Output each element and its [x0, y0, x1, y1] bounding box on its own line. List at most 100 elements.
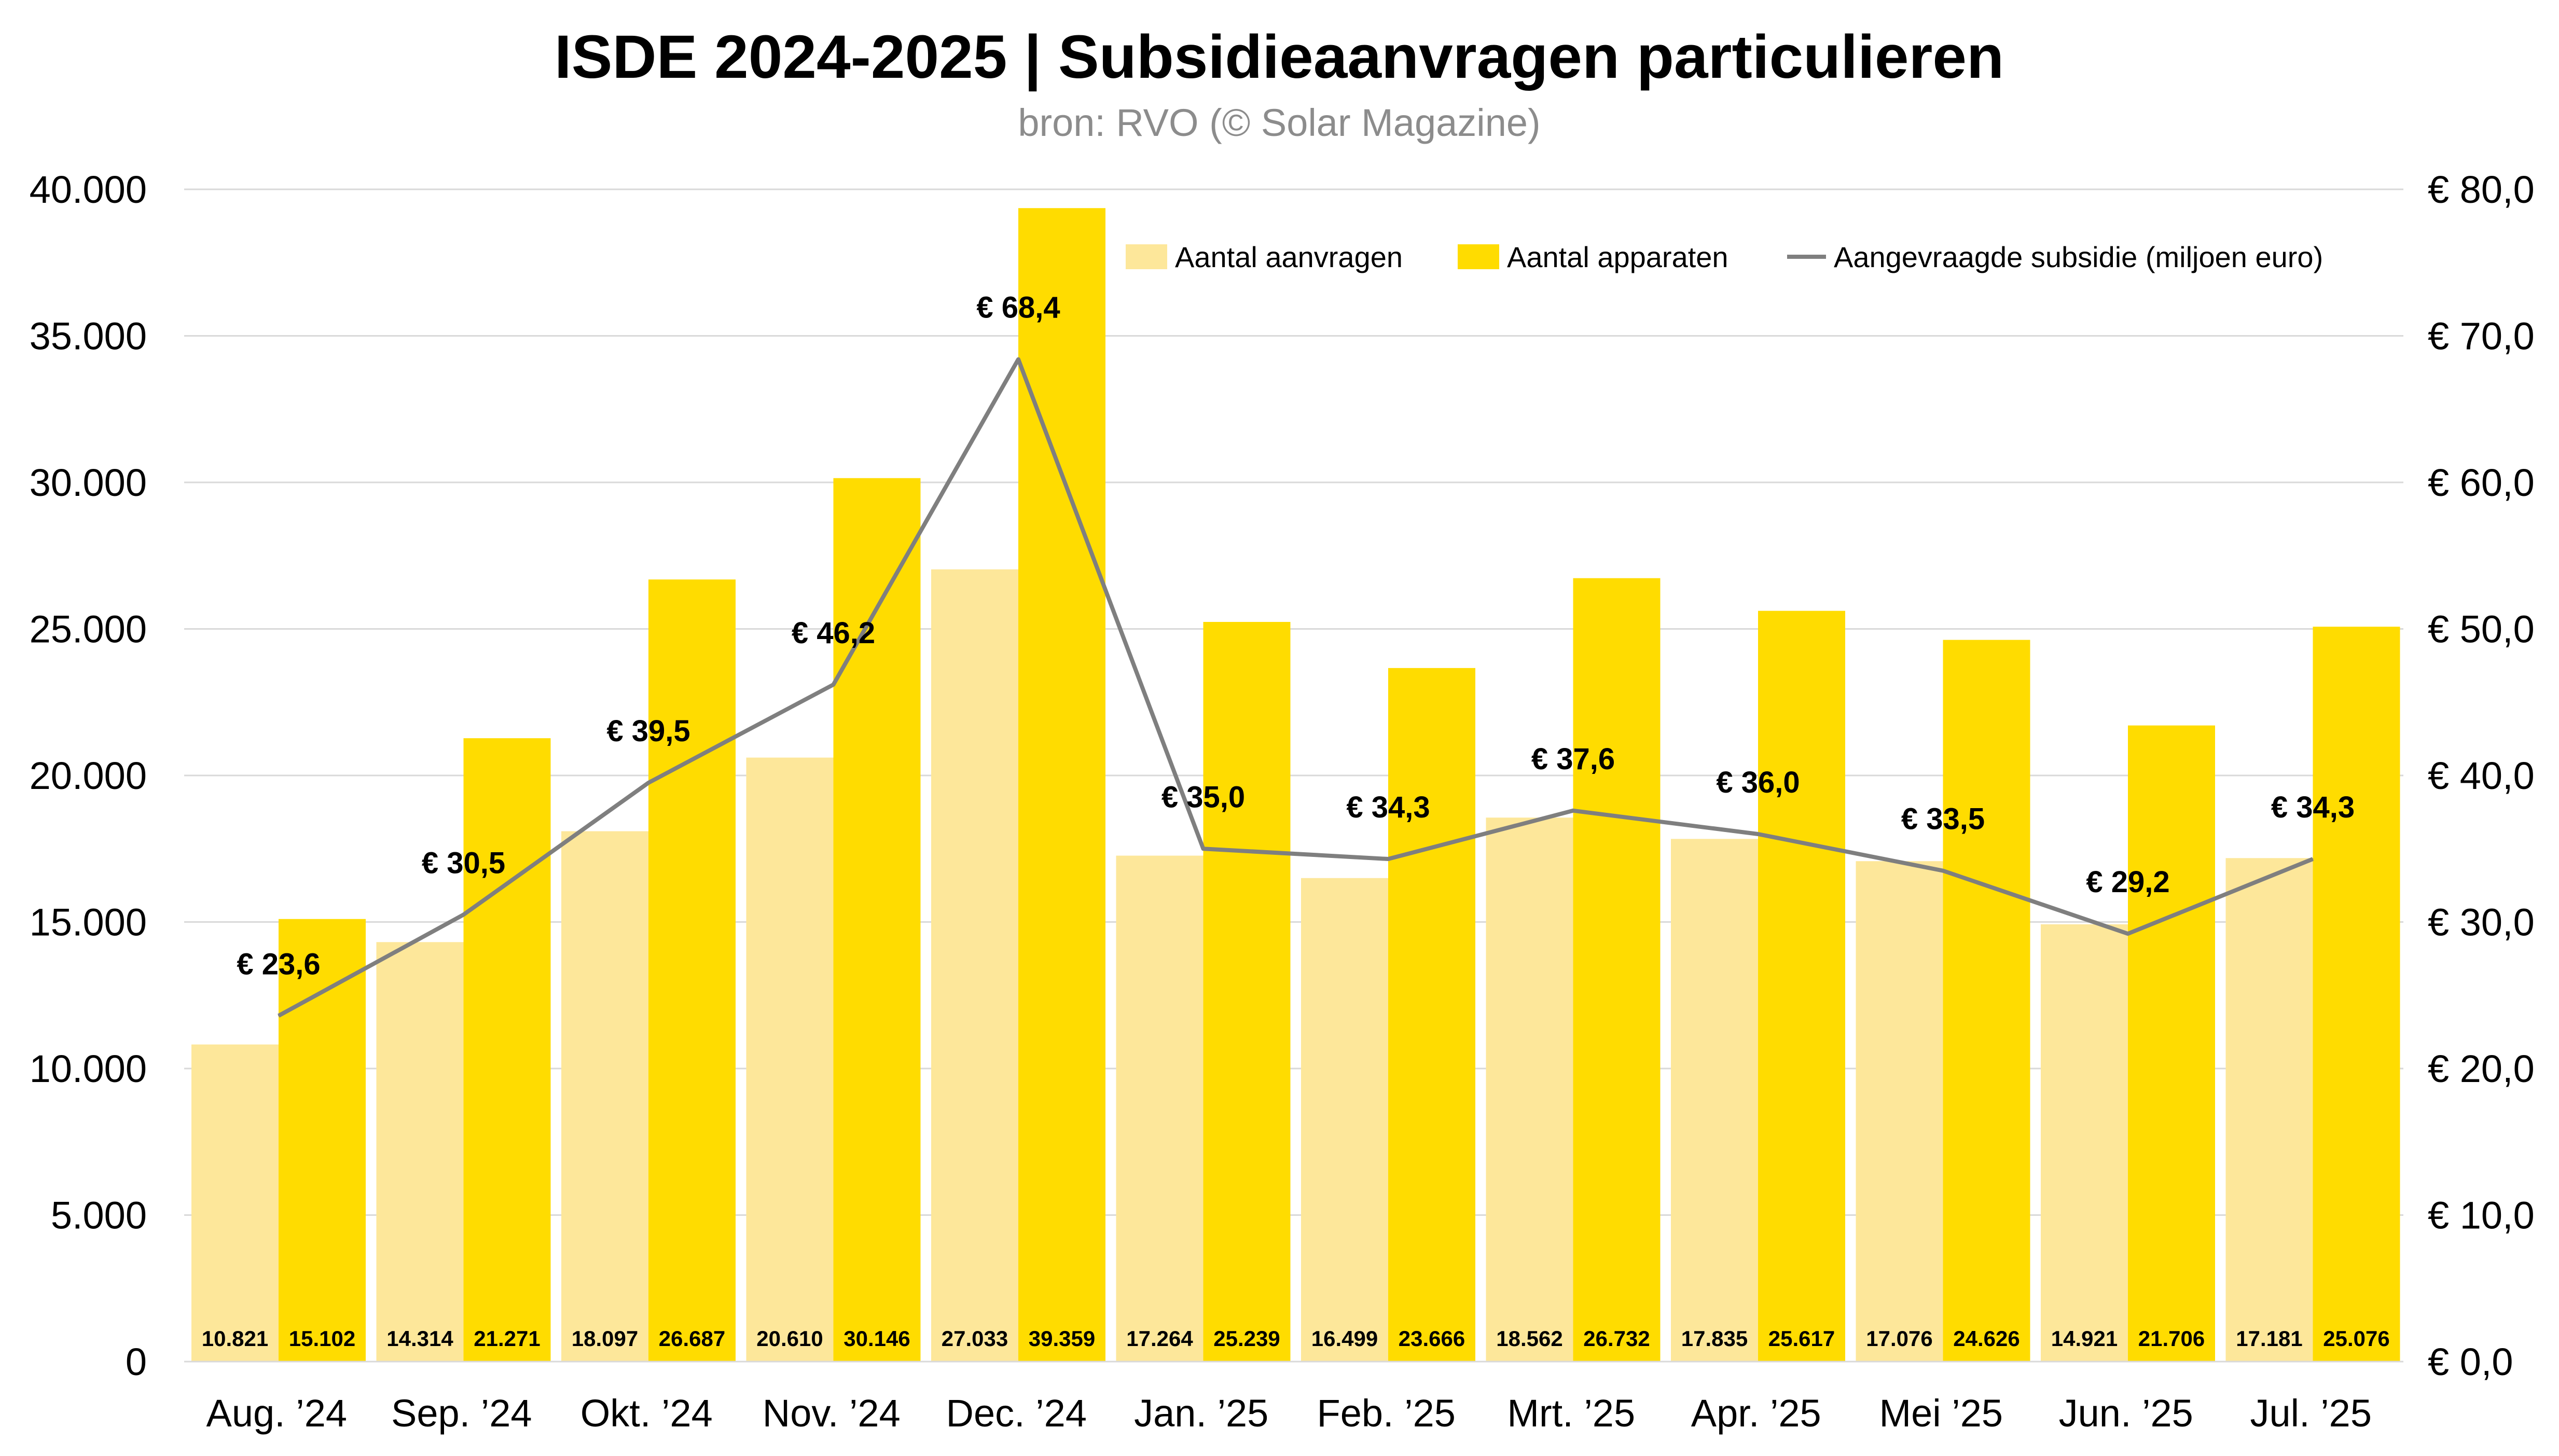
- subsidy-label: € 29,2: [2086, 865, 2169, 899]
- subsidy-label: € 30,5: [422, 846, 505, 880]
- subsidy-point: [1572, 810, 1574, 811]
- legend-label-apparaten: Aantal apparaten: [1507, 241, 1728, 273]
- bar-aanvragen: [931, 569, 1018, 1362]
- bar-apparaten: [463, 738, 551, 1362]
- bar-apparaten-label: 39.359: [1029, 1326, 1095, 1351]
- y2-tick-label: € 20,0: [2428, 1047, 2535, 1090]
- y-tick-label: 40.000: [30, 168, 147, 211]
- bar-aanvragen: [561, 831, 648, 1362]
- bar-aanvragen: [2225, 858, 2313, 1362]
- bar-apparaten: [1573, 578, 1661, 1362]
- subsidy-label: € 36,0: [1716, 766, 1800, 799]
- subsidy-point: [1942, 870, 1944, 871]
- subsidy-point: [833, 684, 834, 685]
- bar-aanvragen-label: 18.562: [1496, 1326, 1562, 1351]
- bar-apparaten: [1388, 668, 1475, 1362]
- subsidy-point: [1758, 834, 1759, 835]
- bar-aanvragen: [376, 942, 464, 1362]
- bar-apparaten-label: 15.102: [289, 1326, 355, 1351]
- bar-aanvragen: [2041, 924, 2128, 1362]
- x-tick-label: Jun. ’25: [2059, 1392, 2193, 1435]
- bar-aanvragen: [1116, 855, 1204, 1362]
- legend-swatch-aanvragen: [1126, 244, 1167, 269]
- y2-tick-label: € 0,0: [2428, 1340, 2513, 1383]
- y-tick-label: 35.000: [30, 315, 147, 358]
- subsidy-point: [1018, 358, 1019, 360]
- bar-aanvragen: [191, 1044, 279, 1362]
- x-tick-label: Okt. ’24: [580, 1392, 713, 1435]
- bar-value-labels: 10.821 15.102 14.314 21.271 18.097 26.687 20.6…: [202, 1326, 2390, 1351]
- axes: 0 € 0,0 5.000 € 10,0 10.000 € 20,0 15.000 € 30,…: [30, 168, 2535, 1435]
- bar-aanvragen: [1671, 839, 1758, 1362]
- y2-tick-label: € 40,0: [2428, 754, 2535, 797]
- bar-apparaten-label: 26.687: [659, 1326, 725, 1351]
- y2-tick-label: € 80,0: [2428, 168, 2535, 211]
- bar-apparaten-label: 23.666: [1399, 1326, 1465, 1351]
- bar-aanvragen-label: 20.610: [756, 1326, 823, 1351]
- subsidy-label: € 33,5: [1901, 802, 1985, 836]
- x-tick-label: Dec. ’24: [946, 1392, 1087, 1435]
- x-tick-label: Nov. ’24: [763, 1392, 901, 1435]
- y-tick-label: 25.000: [30, 608, 147, 651]
- x-tick-label: Apr. ’25: [1691, 1392, 1821, 1435]
- bar-apparaten: [279, 919, 366, 1362]
- subsidy-label: € 39,5: [606, 714, 690, 748]
- bar-aanvragen-label: 14.921: [2051, 1326, 2118, 1351]
- bar-aanvragen-label: 14.314: [386, 1326, 453, 1351]
- subsidy-label: € 34,3: [1346, 791, 1430, 824]
- bar-apparaten: [2313, 627, 2400, 1362]
- x-tick-label: Mei ’25: [1879, 1392, 2003, 1435]
- bar-apparaten: [648, 579, 736, 1362]
- y-tick-label: 10.000: [30, 1047, 147, 1090]
- x-tick-label: Jan. ’25: [1134, 1392, 1268, 1435]
- subsidy-label: € 68,4: [976, 291, 1060, 325]
- bar-aanvragen-label: 10.821: [202, 1326, 268, 1351]
- y2-tick-label: € 60,0: [2428, 461, 2535, 504]
- subsidy-label: € 35,0: [1161, 780, 1245, 814]
- bar-aanvragen-label: 18.097: [572, 1326, 638, 1351]
- subsidy-point: [1388, 858, 1389, 860]
- y-tick-label: 30.000: [30, 461, 147, 504]
- bar-apparaten: [1758, 611, 1845, 1362]
- bar-aanvragen-label: 17.264: [1126, 1326, 1193, 1351]
- bar-aanvragen: [1301, 878, 1388, 1362]
- chart-title: ISDE 2024-2025 | Subsidieaanvragen parti…: [555, 23, 2004, 92]
- legend-label-aanvragen: Aantal aanvragen: [1175, 241, 1403, 273]
- y2-tick-label: € 10,0: [2428, 1194, 2535, 1237]
- bar-apparaten-label: 24.626: [1953, 1326, 2019, 1351]
- y2-tick-label: € 50,0: [2428, 608, 2535, 651]
- subsidy-point: [2312, 858, 2314, 860]
- subsidy-label: € 46,2: [792, 616, 875, 650]
- bar-aanvragen: [746, 757, 834, 1362]
- subsidy-point: [2127, 933, 2128, 935]
- bar-aanvragen-label: 27.033: [942, 1326, 1008, 1351]
- y-tick-label: 5.000: [51, 1194, 147, 1237]
- subsidy-label: € 37,6: [1531, 742, 1615, 776]
- bar-apparaten: [1018, 208, 1105, 1362]
- bar-apparaten-label: 26.732: [1583, 1326, 1650, 1351]
- bar-apparaten: [1203, 621, 1291, 1362]
- x-tick-label: Aug. ’24: [206, 1392, 347, 1435]
- y2-tick-label: € 30,0: [2428, 901, 2535, 944]
- x-tick-label: Jul. ’25: [2250, 1392, 2372, 1435]
- bar-aanvragen-label: 17.076: [1866, 1326, 1932, 1351]
- x-tick-label: Feb. ’25: [1317, 1392, 1456, 1435]
- bar-apparaten-label: 25.076: [2323, 1326, 2389, 1351]
- gridlines: [184, 188, 2403, 1216]
- bar-apparaten-label: 25.239: [1213, 1326, 1280, 1351]
- y-tick-label: 15.000: [30, 901, 147, 944]
- y-tick-label: 20.000: [30, 754, 147, 797]
- bar-series: [191, 208, 2400, 1362]
- subsidy-line: [278, 357, 2314, 1018]
- legend: Aantal aanvragen Aantal apparaten Aangevra…: [1126, 241, 2323, 273]
- y2-tick-label: € 70,0: [2428, 315, 2535, 358]
- subsidy-label: € 23,6: [237, 947, 320, 981]
- bar-aanvragen-label: 17.181: [2236, 1326, 2302, 1351]
- subsidy-point: [278, 1015, 279, 1017]
- bar-aanvragen-label: 17.835: [1681, 1326, 1748, 1351]
- bar-aanvragen-label: 16.499: [1311, 1326, 1378, 1351]
- bar-apparaten-label: 21.271: [474, 1326, 540, 1351]
- bar-apparaten-label: 25.617: [1768, 1326, 1835, 1351]
- x-tick-label: Mrt. ’25: [1507, 1392, 1635, 1435]
